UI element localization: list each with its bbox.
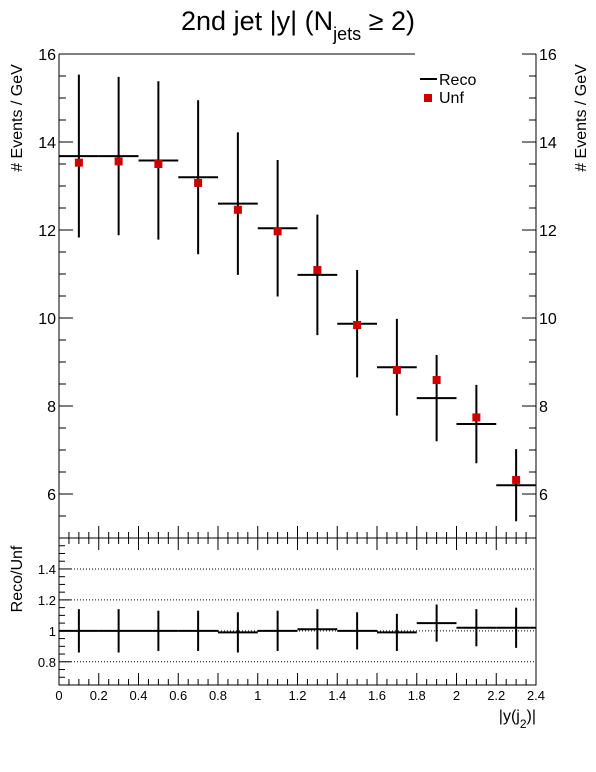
top-ytick-label-right: 14 <box>539 135 557 152</box>
bottom-ytick-label: 1 <box>49 624 56 639</box>
unf-marker <box>313 266 322 275</box>
bottom-xtick-label: 0.2 <box>90 688 108 703</box>
bottom-xtick-label: 1.4 <box>328 688 346 703</box>
chart-title: 2nd jet |y| (Njets ≥ 2) <box>181 6 415 44</box>
bottom-xtick-label: 1 <box>254 688 261 703</box>
bottom-ytick-label: 0.8 <box>38 655 56 670</box>
unf-marker <box>74 158 83 167</box>
top-ytick-label-left: 6 <box>47 487 56 504</box>
top-ytick-label-right: 8 <box>539 399 548 416</box>
bottom-xtick-label: 1.6 <box>368 688 386 703</box>
unf-marker <box>353 321 362 330</box>
unf-marker <box>194 178 203 187</box>
unf-marker <box>432 376 441 385</box>
bottom-xtick-label: 0.6 <box>169 688 187 703</box>
bottom-xtick-label: 0 <box>55 688 62 703</box>
bottom-xtick-label: 2 <box>453 688 460 703</box>
bottom-xtick-label: 1.8 <box>408 688 426 703</box>
bottom-xtick-label: 0.8 <box>209 688 227 703</box>
legend-unf-marker <box>424 94 432 102</box>
unf-marker <box>114 157 123 166</box>
bottom-xtick-label: 1.2 <box>288 688 306 703</box>
unf-marker <box>472 413 481 422</box>
top-ytick-label-left: 16 <box>38 47 56 64</box>
top-ylabel-right: # Events / GeV <box>573 64 590 172</box>
x-axis-label: |y(j2)| <box>499 708 536 731</box>
bottom-ylabel: Reco/Unf <box>9 545 26 612</box>
top-panel-frame: 6 6 8 8 10 10 12 12 14 14 16 16 <box>38 47 557 539</box>
bottom-ytick-label: 1.4 <box>38 562 56 577</box>
legend: Reco Unf <box>420 72 476 107</box>
bottom-xtick-label: 2.2 <box>487 688 505 703</box>
unf-marker <box>512 475 521 484</box>
legend-unf-label: Unf <box>439 90 464 107</box>
top-ytick-label-left: 8 <box>47 399 56 416</box>
top-ytick-label-right: 16 <box>539 47 557 64</box>
top-ytick-label-left: 10 <box>38 311 56 328</box>
unf-marker <box>273 227 282 236</box>
bottom-xtick-label: 0.4 <box>129 688 147 703</box>
top-ytick-label-left: 14 <box>38 135 56 152</box>
top-ytick-label-right: 6 <box>539 487 548 504</box>
unf-marker <box>154 160 163 168</box>
top-ytick-label-left: 12 <box>38 223 56 240</box>
bottom-panel-marks <box>59 604 536 653</box>
top-ytick-label-right: 10 <box>539 311 557 328</box>
bottom-panel-frame: 0.8 1 1.2 1.4 0 0.2 0.4 0.6 0.8 1 1.2 1.4 1.6 1.8 2 2.2… <box>38 537 545 703</box>
bottom-ytick-label: 1.2 <box>38 593 56 608</box>
unf-marker <box>392 365 401 374</box>
unf-marker <box>233 205 242 214</box>
legend-reco-label: Reco <box>439 72 476 89</box>
bottom-axes-box <box>58 537 537 686</box>
top-panel-marks <box>59 74 536 522</box>
top-ylabel-left: # Events / GeV <box>9 64 26 172</box>
bottom-xtick-label: 2.4 <box>527 688 545 703</box>
top-ytick-label-right: 12 <box>539 223 557 240</box>
